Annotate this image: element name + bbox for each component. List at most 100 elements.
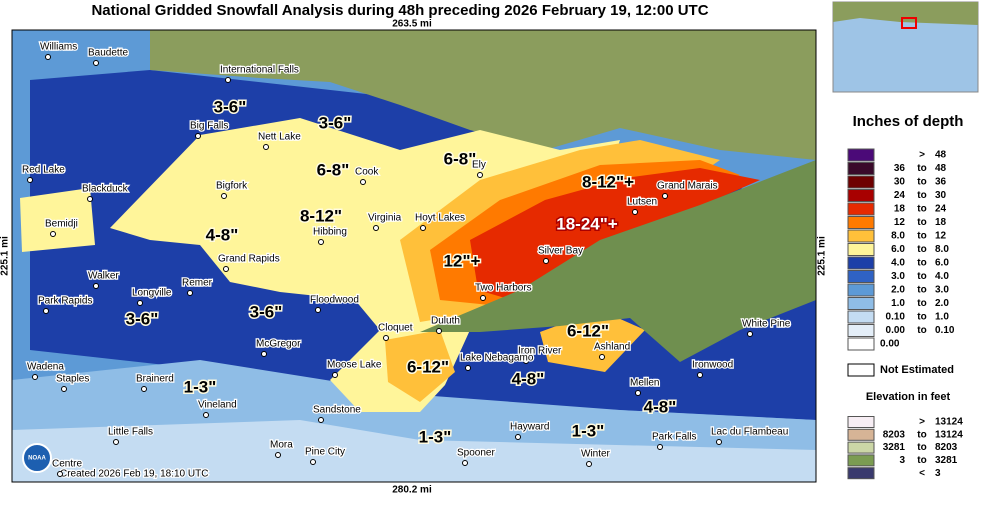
amount-label: 6-12" [567,321,609,340]
legend-text: 8.0 [891,231,905,242]
amount-label: 1-3" [419,427,452,446]
city-dot [137,300,143,306]
legend-text: 12 [935,231,947,242]
city-dot [275,452,281,458]
swatch [847,310,875,324]
city-label: Grand Rapids [218,254,280,265]
legend-text: to [917,442,926,453]
logo-text: NOAA [28,456,46,462]
swatch [847,243,875,256]
city-dot [543,258,549,264]
legend-text: 6.0 [935,258,949,269]
city-label: International Falls [220,65,299,76]
amounts: 3-6" 3-6" 6-8" 6-8" 8-12"+ 8-12" 18-24"+ 4-8" 12… [124,96,678,448]
city-label: Spooner [457,448,495,459]
legend-text: to [917,217,926,228]
city-label: Lac du Flambeau [711,427,788,438]
city-label: Lutsen [627,197,657,208]
swatch [847,283,875,297]
city-dot [635,390,641,396]
city-dot [477,172,483,178]
city-dot [318,239,324,245]
city-dot [263,144,269,150]
city-label: Bigfork [216,181,248,192]
city-label: Walker [88,271,119,282]
legend: Inches of depth >48 36 to 48 30 to 36 24 to 30 18 t… [832,1,979,480]
city-label: Ironwood [692,360,733,371]
legend-text: > [919,417,925,428]
amount-label: 8-12"+ [582,172,634,191]
legend-text: 0.00 [886,325,906,336]
city-dot [480,295,486,301]
inset-canada [833,2,978,25]
scale-left: 225.1 mi [0,236,11,276]
city-dot [187,290,193,296]
amount-label: 3-6" [126,309,159,328]
legend-text: to [917,455,926,466]
city-label: Pine City [305,447,345,458]
legend-text: 1.0 [891,298,905,309]
city-label: Brainerd [136,374,174,385]
city-label: Hoyt Lakes [415,213,465,224]
city-label: Ashland [594,342,630,353]
legend-text: 8.0 [935,244,949,255]
legend-text: 48 [935,150,947,161]
legend-text: 8203 [935,442,958,453]
city-dot [310,459,316,465]
region [20,188,95,252]
city-dot [586,461,592,467]
legend-text: 36 [894,163,906,174]
swatch [847,202,875,216]
city-dot [462,460,468,466]
legend-text: to [917,285,926,296]
legend-text: 36 [935,177,947,188]
city-label: Moose Lake [327,360,382,371]
legend-text: 3 [899,455,905,466]
swatch [847,467,875,480]
swatch [847,270,875,283]
legend-text: < [919,468,925,479]
legend-text: to [917,244,926,255]
city-label: Remer [182,278,213,289]
legend-rows: >48 36 to 48 30 to 36 24 to 30 18 to 24 12 to 18 8.0 to 12… [847,148,955,351]
region [540,310,645,372]
canada [150,30,816,160]
city-label: Williams [40,42,77,53]
scale-bottom: 280.2 mi [392,485,432,496]
legend-text: 48 [935,163,947,174]
city-label: Floodwood [310,295,359,306]
city-label: Two Harbors [475,283,532,294]
city-dot [747,331,753,337]
legend-text: 0.10 [886,312,906,323]
city-dot [523,358,529,364]
city-dot [50,231,56,237]
swatch [847,297,875,310]
legend-text: 0.00 [880,339,900,350]
legend-text: to [917,325,926,336]
title: National Gridded Snowfall Analysis durin… [91,2,708,19]
city-label: Centre [52,459,82,470]
region [12,420,816,482]
swatch [847,441,875,454]
legend-text: 2.0 [891,285,905,296]
city-dot [662,193,668,199]
city-label: Ely [472,160,486,171]
amount-label: 3-6" [250,302,283,321]
city-label: Hibbing [313,227,347,238]
amount-label: 1-3" [572,421,605,440]
city-label: Longville [132,288,172,299]
city-label: Silver Bay [538,246,583,257]
city-dot [27,177,33,183]
swatch [847,256,875,270]
city-label: Vineland [198,400,237,411]
amount-label: 12"+ [444,251,481,270]
city-dot [87,196,93,202]
city-dot [657,444,663,450]
legend-text: 4.0 [935,271,949,282]
city-label: Lake Nebagamo [460,353,534,364]
legend-text: 3.0 [891,271,905,282]
city-dot [332,372,338,378]
legend-text: 24 [935,204,947,215]
city-dot [261,351,267,357]
